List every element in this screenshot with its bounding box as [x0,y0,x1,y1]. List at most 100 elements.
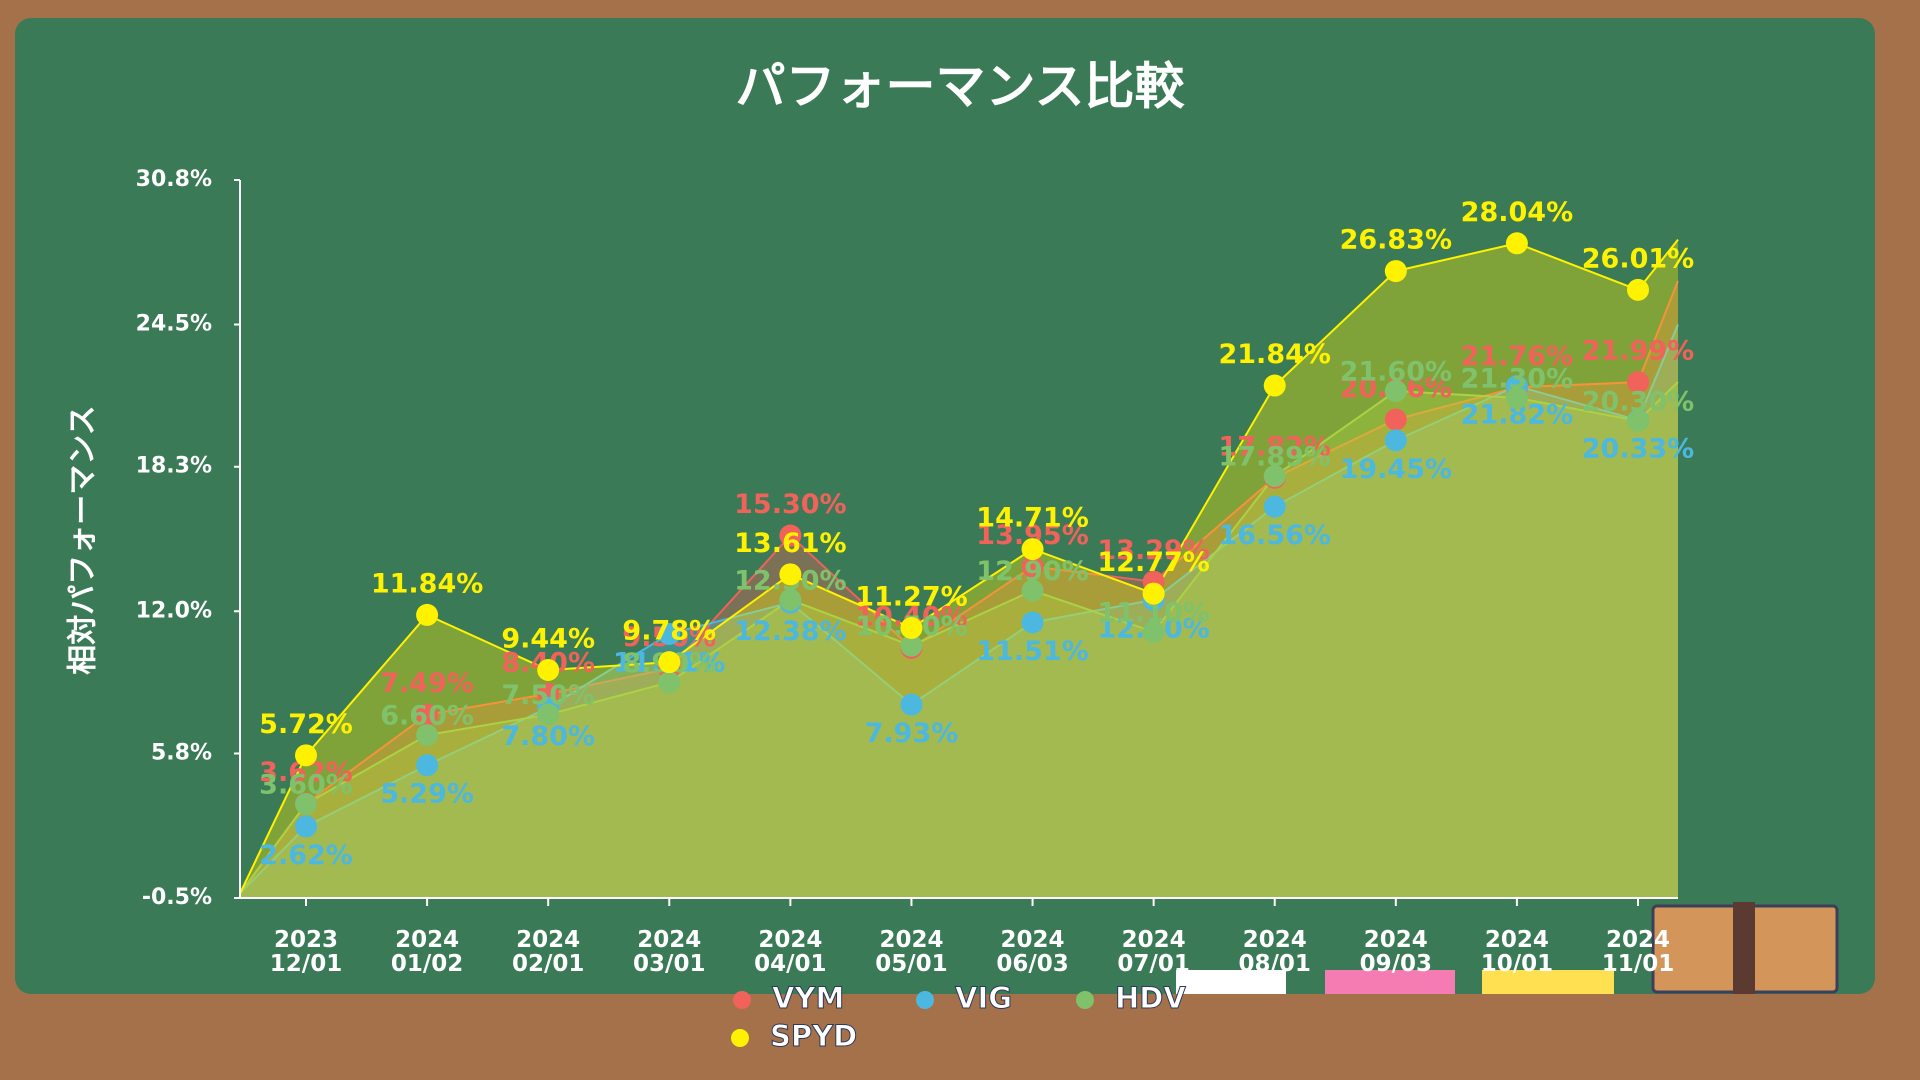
data-point [295,744,317,767]
data-label: 9.78% [622,616,716,647]
data-label: 9.44% [501,623,595,654]
plot-area: 3.62%7.49%8.40%9.50%15.30%10.40%13.95%13… [239,197,1694,899]
data-label: 11.84% [371,568,483,599]
data-point [900,617,923,640]
data-label: 3.60% [259,769,353,800]
y-tick-label: 30.8% [136,167,212,192]
data-point [779,563,802,586]
data-label: 7.80% [501,721,595,752]
y-tick-label: 18.3% [136,454,212,479]
legend-label: VIG [955,981,1012,1015]
chart-title: パフォーマンス比較 [736,58,1186,116]
data-point [900,693,923,716]
x-tick-label: 2024 05/01 [875,927,947,977]
data-label: 21.76% [1461,341,1573,372]
data-point [658,622,681,645]
area-fill [240,239,1678,899]
data-label: 21.99% [1582,336,1694,367]
data-point [1142,620,1165,643]
data-label: 7.49% [380,668,474,699]
series-line [239,324,1679,895]
data-point [1021,555,1044,578]
x-tick-label: 2024 07/01 [1117,927,1189,977]
legend-swatch [1076,991,1094,1009]
x-tick-label: 2024 03/01 [633,927,705,977]
legend-swatch [733,991,751,1009]
data-point [1627,409,1649,432]
data-label: 21.30% [1461,363,1573,394]
x-tick-label: 2024 06/03 [996,927,1068,977]
data-point [1627,278,1649,301]
data-point [1627,371,1649,394]
series-line [239,381,1679,895]
data-point [537,703,560,726]
data-point [295,815,317,838]
data-point [1263,495,1286,518]
legend-swatch [916,991,934,1009]
x-tick-label: 2024 10/01 [1481,927,1553,977]
data-point [416,754,439,777]
x-tick-label: 2024 11/01 [1602,927,1674,977]
y-tick-label: -0.5% [142,885,212,910]
series-line [239,239,1679,894]
data-label: 11.27% [855,582,967,613]
x-tick-label: 2024 01/02 [391,927,463,977]
data-label: 20.33% [1582,434,1694,465]
data-point [1021,579,1044,602]
data-label: 20.30% [1582,386,1694,417]
data-label: 12.38% [734,616,846,647]
data-point [416,724,439,747]
data-label: 5.72% [259,709,353,740]
area-fill [240,280,1678,898]
data-point [1505,386,1528,409]
data-point [1021,538,1044,561]
x-tick-label: 2024 04/01 [754,927,826,977]
data-label: 28.04% [1461,197,1573,228]
data-label: 16.56% [1218,520,1330,551]
data-label: 17.89% [1218,442,1330,473]
data-point [1384,260,1407,283]
data-label: 11.51% [976,636,1088,667]
data-point [658,651,681,674]
data-label: 26.01% [1582,243,1694,274]
x-tick-label: 2024 02/01 [512,927,584,977]
data-point [779,524,802,547]
data-label: 7.93% [865,718,959,749]
y-tick-label: 5.8% [151,740,212,765]
data-point [1384,429,1407,452]
data-point [779,588,802,611]
data-label: 12.77% [1097,547,1209,578]
chalk-yellow [1482,970,1614,994]
data-point [1384,380,1407,403]
data-label: 15.30% [734,489,846,520]
legend-label: VYM [772,981,844,1015]
area-fill [240,324,1678,898]
legend-swatch [731,1029,749,1047]
chalk-pink [1325,970,1455,994]
data-label: 14.71% [976,503,1088,534]
series-line [239,280,1679,895]
data-label: 5.29% [380,779,474,810]
data-label: 26.83% [1340,225,1452,256]
legend-label: HDV [1115,981,1186,1015]
data-point [537,658,560,681]
data-point [900,634,923,657]
y-tick-label: 24.5% [136,312,212,337]
y-axis-label: 相対パフォーマンス [66,405,101,674]
legend-label: SPYD [770,1019,857,1053]
data-label: 12.90% [976,556,1088,587]
data-point [416,603,439,626]
x-tick-label: 2024 09/03 [1360,927,1432,977]
chalkboard [15,18,1875,994]
data-point [658,671,681,694]
data-label: 13.61% [734,528,846,559]
data-label: 7.50% [501,680,595,711]
data-label: 21.60% [1340,357,1452,388]
area-fill [240,381,1678,898]
x-tick-label: 2024 08/01 [1239,927,1311,977]
data-point [1384,408,1407,431]
eraser-band [1733,902,1755,994]
chalk-white [1176,970,1286,994]
y-tick-label: 12.0% [136,598,212,623]
